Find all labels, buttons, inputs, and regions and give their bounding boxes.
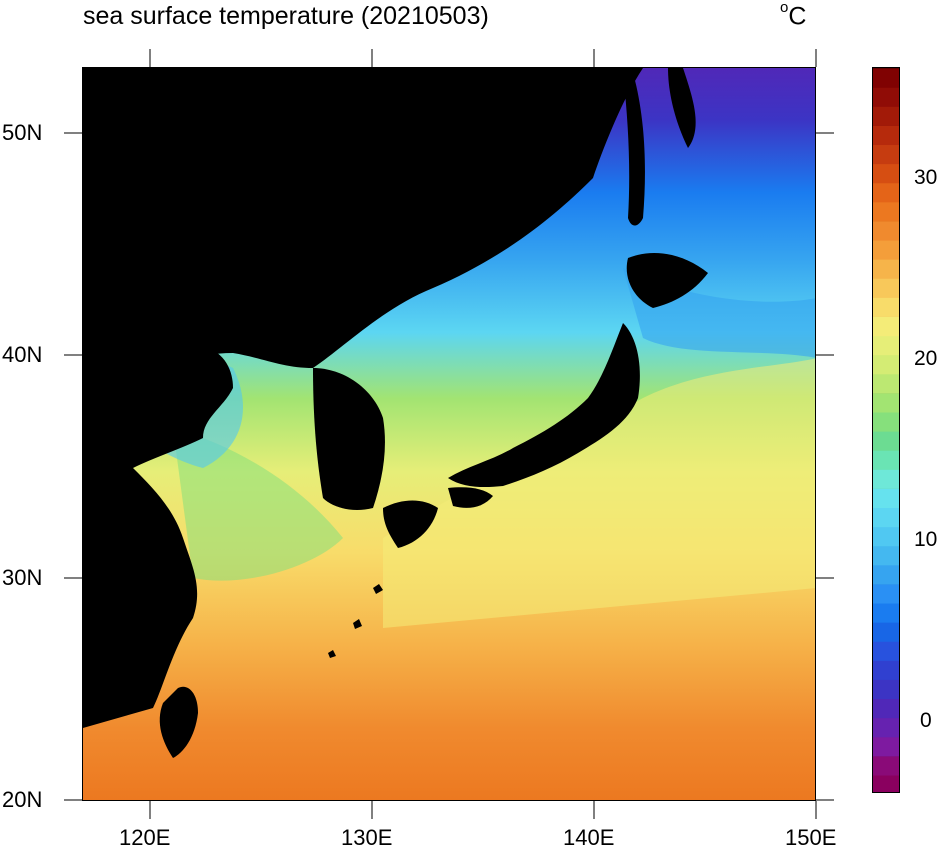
colorbar-swatch (873, 392, 899, 413)
units-text: C (788, 2, 807, 31)
colorbar-swatch (873, 87, 899, 107)
colorbar-swatch (873, 373, 899, 394)
degree-symbol: o (780, 0, 789, 16)
lat-label-40n: 40N (2, 342, 43, 367)
colorbar-label-30: 30 (914, 166, 938, 189)
hokkaido (626, 253, 708, 308)
colorbar-swatch (873, 125, 899, 146)
colorbar-swatch (873, 259, 899, 279)
colorbar-swatch (873, 507, 899, 528)
colorbar-swatch (873, 526, 899, 547)
taiwan (159, 686, 198, 758)
lon-label-140e: 140E (563, 825, 615, 850)
colorbar-swatch (873, 583, 899, 604)
lon-label-130e: 130E (341, 825, 393, 850)
honshu (448, 323, 640, 488)
colorbar (872, 67, 900, 793)
chart-title: sea surface temperature (20210503) (83, 2, 489, 30)
units-label: oC (780, 0, 807, 31)
colorbar-swatch (873, 144, 899, 165)
colorbar-swatch (873, 736, 899, 757)
shikoku (448, 487, 493, 508)
colorbar-swatch (873, 278, 899, 298)
mainland-asia (83, 68, 643, 728)
colorbar-swatch (873, 450, 899, 470)
sakhalin (623, 73, 645, 226)
colorbar-swatch (873, 469, 899, 489)
colorbar-swatch (873, 641, 899, 661)
colorbar-swatch (873, 774, 899, 792)
colorbar-swatch (873, 220, 899, 241)
lon-label-150e: 150E (785, 825, 837, 850)
warm-current (383, 358, 815, 628)
colorbar-swatch (873, 335, 899, 356)
colorbar-swatch (873, 182, 899, 203)
colorbar-swatch (873, 660, 899, 680)
colorbar-swatch (873, 316, 899, 337)
colorbar-swatch (873, 602, 899, 623)
colorbar-swatch (873, 545, 899, 566)
kuril-coast (668, 68, 696, 148)
lat-label-50n: 50N (2, 120, 43, 145)
colorbar-swatch (873, 564, 899, 585)
colorbar-swatch (873, 201, 899, 222)
colorbar-label-10: 10 (914, 528, 938, 551)
colorbar-swatch (873, 755, 899, 776)
colorbar-swatch (873, 297, 899, 317)
colorbar-swatch (873, 163, 899, 184)
colorbar-swatch (873, 488, 899, 509)
sst-map (82, 67, 816, 801)
colorbar-swatch (873, 106, 899, 126)
lat-label-20n: 20N (2, 787, 43, 812)
colorbar-swatch (873, 698, 899, 719)
shelf-waters (173, 428, 343, 581)
lat-label-30n: 30N (2, 565, 43, 590)
colorbar-label-0: 0 (920, 709, 932, 732)
colorbar-swatch (873, 68, 899, 88)
kyushu (383, 500, 438, 548)
colorbar-swatch (873, 431, 899, 451)
colorbar-swatch (873, 717, 899, 738)
ryukyu-islands (328, 584, 383, 658)
colorbar-swatch (873, 354, 899, 375)
colorbar-swatch (873, 411, 899, 432)
colorbar-swatch (873, 679, 899, 700)
colorbar-swatches (873, 68, 899, 792)
colorbar-label-20: 20 (914, 347, 938, 370)
lon-label-120e: 120E (119, 825, 171, 850)
colorbar-swatch (873, 622, 899, 642)
colorbar-swatch (873, 239, 899, 260)
korean-peninsula (313, 368, 385, 510)
sst-field (83, 68, 815, 800)
